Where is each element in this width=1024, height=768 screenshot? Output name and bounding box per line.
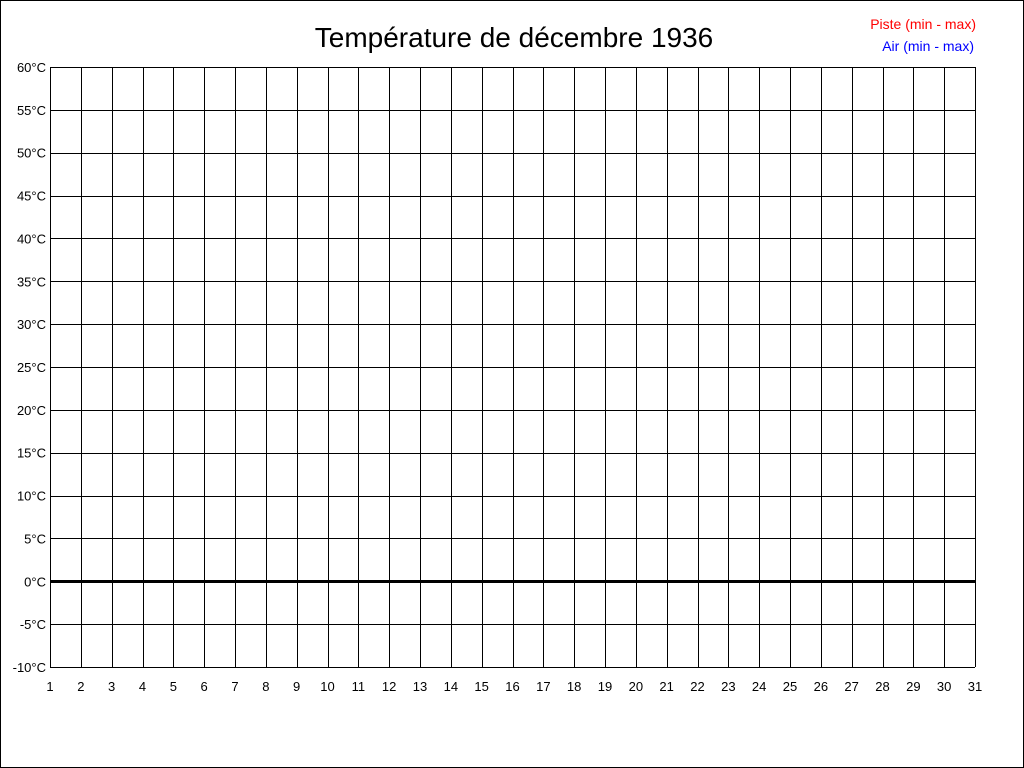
x-tick-label: 19	[598, 679, 612, 694]
x-tick-label: 20	[629, 679, 643, 694]
legend-piste: Piste (min - max)	[870, 16, 976, 32]
x-tick-label: 26	[814, 679, 828, 694]
y-tick-label: 0°C	[24, 574, 46, 589]
x-tick-label: 30	[937, 679, 951, 694]
x-tick-label: 11	[352, 679, 366, 694]
y-axis-ticks: -10°C -5°C 0°C 5°C 10°C 15°C 20°C 25°C 30°C 35°C 4…	[13, 60, 46, 675]
x-tick-label: 13	[413, 679, 427, 694]
y-tick-label: 15°C	[17, 446, 46, 461]
chart-title: Température de décembre 1936	[315, 22, 713, 53]
x-tick-label: 25	[783, 679, 797, 694]
y-tick-label: 60°C	[17, 60, 46, 75]
y-tick-label: 35°C	[17, 274, 46, 289]
x-tick-label: 6	[201, 679, 208, 694]
x-tick-label: 31	[968, 679, 982, 694]
x-tick-label: 9	[293, 679, 300, 694]
x-tick-label: 7	[231, 679, 238, 694]
x-tick-label: 22	[690, 679, 704, 694]
x-tick-label: 8	[262, 679, 269, 694]
x-tick-label: 4	[139, 679, 146, 694]
x-tick-label: 23	[721, 679, 735, 694]
y-tick-label: 40°C	[17, 231, 46, 246]
x-tick-label: 17	[536, 679, 550, 694]
x-axis-ticks: 1 2 3 4 5 6 7 8 9 10 11 12 13 14 15 16 17 18 19 20 21 22 23 24 2…	[46, 679, 982, 694]
x-tick-label: 5	[170, 679, 177, 694]
x-tick-label: 21	[659, 679, 673, 694]
x-tick-label: 14	[444, 679, 458, 694]
y-tick-label: 20°C	[17, 403, 46, 418]
x-tick-label: 2	[77, 679, 84, 694]
y-tick-label: 55°C	[17, 103, 46, 118]
x-tick-label: 15	[474, 679, 488, 694]
x-tick-label: 16	[505, 679, 519, 694]
y-tick-label: 10°C	[17, 489, 46, 504]
y-tick-label: -10°C	[13, 660, 46, 675]
y-tick-label: 45°C	[17, 189, 46, 204]
x-tick-label: 12	[382, 679, 396, 694]
x-tick-label: 18	[567, 679, 581, 694]
x-tick-label: 27	[844, 679, 858, 694]
y-tick-label: -5°C	[20, 617, 46, 632]
x-tick-label: 1	[46, 679, 53, 694]
x-tick-label: 3	[108, 679, 115, 694]
y-tick-label: 5°C	[24, 531, 46, 546]
y-tick-label: 25°C	[17, 360, 46, 375]
grid	[50, 67, 976, 668]
x-tick-label: 28	[875, 679, 889, 694]
x-tick-label: 10	[320, 679, 334, 694]
x-tick-label: 24	[752, 679, 766, 694]
x-tick-label: 29	[906, 679, 920, 694]
legend-air: Air (min - max)	[882, 38, 974, 54]
y-tick-label: 30°C	[17, 317, 46, 332]
y-tick-label: 50°C	[17, 146, 46, 161]
